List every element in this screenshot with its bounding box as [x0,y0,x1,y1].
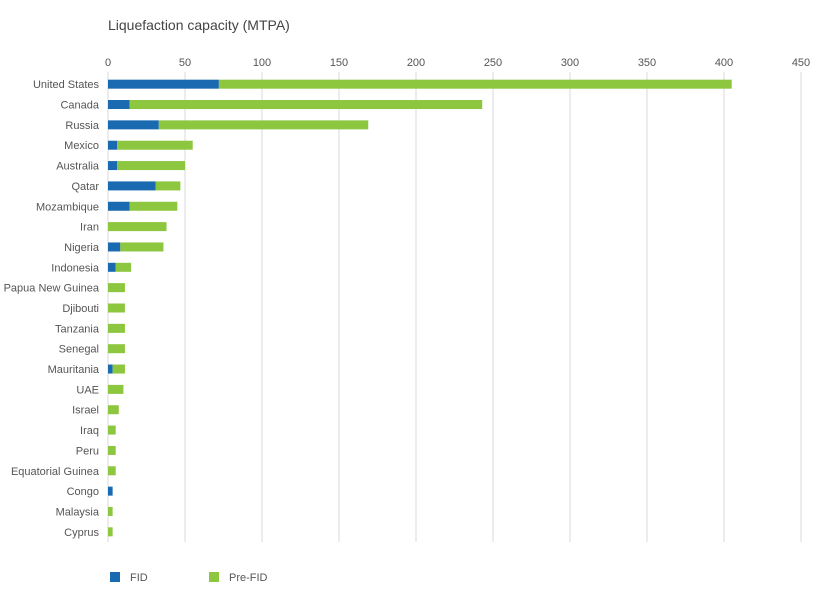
x-tick-label: 150 [330,57,348,69]
bar-fid [108,486,113,496]
x-tick-label: 300 [561,57,579,69]
x-tick-label: 100 [253,57,271,69]
bar-fid [108,161,118,171]
x-axis-ticks: 0 50 100 150 200 250 300 350 400 450 [105,57,810,69]
category-label: Iran [80,222,99,234]
category-label: Nigeria [64,242,100,254]
category-labels: United States Canada Russia Mexico Australia… [4,79,100,539]
chart-title: Liquefaction capacity (MTPA) [108,17,290,33]
bar-pre-fid [108,506,113,516]
category-label: Peru [76,445,99,457]
bar-fid [108,181,156,191]
category-label: Malaysia [56,506,100,518]
bar-fid [108,100,130,110]
legend-label: FID [130,572,148,584]
x-tick-label: 250 [484,57,502,69]
bar-fid [108,262,116,272]
bar-pre-fid [108,405,119,415]
category-label: UAE [76,384,99,396]
bar-fid [108,364,113,374]
category-label: Canada [60,100,99,112]
bar-pre-fid [129,201,178,211]
category-label: Tanzania [55,323,100,335]
bar-pre-fid [108,445,116,455]
x-tick-label: 400 [715,57,733,69]
bar-pre-fid [117,140,193,150]
category-label: Mexico [64,140,99,152]
bar-pre-fid [108,344,125,354]
bar-pre-fid [129,100,483,110]
category-label: Djibouti [62,303,99,315]
category-label: Mozambique [36,201,99,213]
category-label: Israel [72,405,99,417]
legend: FID Pre-FID [110,572,268,584]
legend-label: Pre-FID [229,572,268,584]
x-tick-label: 350 [638,57,656,69]
x-tick-label: 0 [105,57,111,69]
category-label: Senegal [59,344,99,356]
bar-pre-fid [117,161,185,171]
category-label: Australia [56,161,100,173]
category-label: Iraq [80,425,99,437]
grid-lines [107,72,802,542]
category-label: Russia [65,120,100,132]
category-label: Cyprus [64,527,99,539]
category-label: Indonesia [51,262,100,274]
bar-pre-fid [108,323,125,333]
category-label: Congo [67,486,99,498]
bar-pre-fid [112,364,125,374]
category-label: Qatar [71,181,99,193]
bar-fid [108,201,130,211]
bars [108,79,732,537]
bar-pre-fid [108,222,167,232]
bar-pre-fid [108,425,116,435]
bar-fid [108,79,219,89]
bar-pre-fid [108,384,124,394]
bar-pre-fid [158,120,369,130]
bar-pre-fid [218,79,732,89]
bar-pre-fid [115,262,132,272]
bar-fid [108,120,159,130]
bar-pre-fid [108,303,125,313]
x-tick-label: 450 [792,57,810,69]
bar-fid [108,140,118,150]
category-label: United States [33,79,100,91]
bar-pre-fid [108,527,113,537]
bar-pre-fid [155,181,181,191]
x-tick-label: 50 [179,57,191,69]
legend-swatch [209,572,219,582]
x-tick-label: 200 [407,57,425,69]
category-label: Papua New Guinea [4,283,100,295]
bar-pre-fid [108,283,125,293]
bar-pre-fid [120,242,164,252]
legend-swatch [110,572,120,582]
bar-fid [108,242,121,252]
category-label: Mauritania [48,364,100,376]
bar-pre-fid [108,466,116,476]
category-label: Equatorial Guinea [11,466,100,478]
